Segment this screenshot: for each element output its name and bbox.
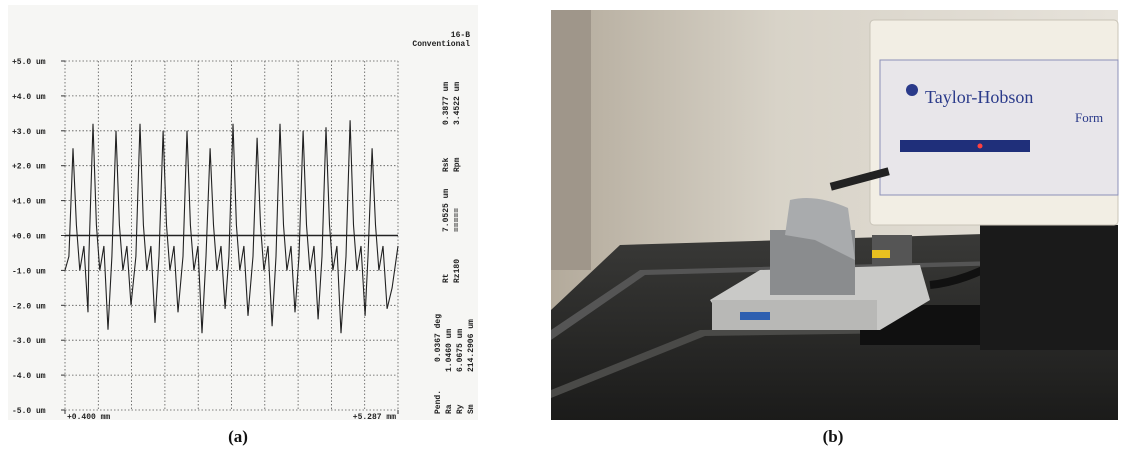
specimen (785, 197, 855, 260)
y-tick-label: -2.0 um (12, 302, 46, 311)
column (980, 225, 1118, 350)
y-tick-label: +4.0 um (12, 93, 46, 102)
y-tick-label: -1.0 um (12, 267, 46, 276)
logo (906, 84, 918, 96)
y-tick-label: -5.0 um (12, 407, 46, 416)
indicator-light (977, 143, 983, 149)
vise-front (712, 300, 877, 330)
sample-id: 16-B (451, 31, 470, 40)
parameter-label: Sm (467, 404, 476, 414)
y-tick-label: +0.0 um (12, 233, 46, 242)
parameter-label: Rpm (453, 157, 462, 172)
profile-line (64, 120, 399, 334)
method: Conventional (412, 40, 470, 49)
x-tick-label: +5.287 mm (353, 413, 396, 422)
parameter-value: 6.0675 um (456, 329, 465, 372)
parameter-value: 0.0367 deg (434, 314, 443, 362)
parameter-label: Rz180 (453, 259, 462, 283)
parameter-value: 3.4522 um (453, 82, 462, 125)
photo: Taylor-Hobson Form (551, 10, 1119, 420)
parameter-label: Rt (442, 273, 451, 283)
y-tick-label: +5.0 um (12, 58, 46, 67)
y-tick-label: +2.0 um (12, 163, 46, 172)
y-tick-label: -4.0 um (12, 372, 46, 381)
door-edge (551, 10, 591, 270)
parameter-label: Ry (456, 404, 465, 414)
parameter-value: 1.0460 um (445, 329, 454, 372)
instrument-panel (879, 59, 1119, 196)
chart-panel (8, 5, 478, 420)
caption: (a) (228, 427, 248, 446)
parameter-value: 7.0525 um (442, 189, 451, 232)
indicator-scale (900, 140, 1030, 152)
y-tick-label: -3.0 um (12, 337, 46, 346)
parameter-value: ===== (453, 208, 462, 232)
y-tick-label: +3.0 um (12, 128, 46, 137)
x-tick-label: +0.400 mm (67, 413, 110, 422)
caption: (b) (823, 427, 844, 446)
y-tick-label: +1.0 um (12, 198, 46, 207)
vise-label (740, 312, 770, 320)
parameter-label: Pend. (434, 390, 443, 414)
model: Form (1075, 110, 1103, 125)
parameter-label: Ra (445, 404, 454, 414)
parameter-value: 0.3877 um (442, 82, 451, 125)
probe-tag (872, 250, 890, 258)
stylus-arm (829, 167, 890, 191)
brand: Taylor-Hobson (925, 87, 1033, 107)
parameter-label: Rsk (442, 157, 451, 172)
parameter-value: 214.2906 um (467, 319, 476, 372)
